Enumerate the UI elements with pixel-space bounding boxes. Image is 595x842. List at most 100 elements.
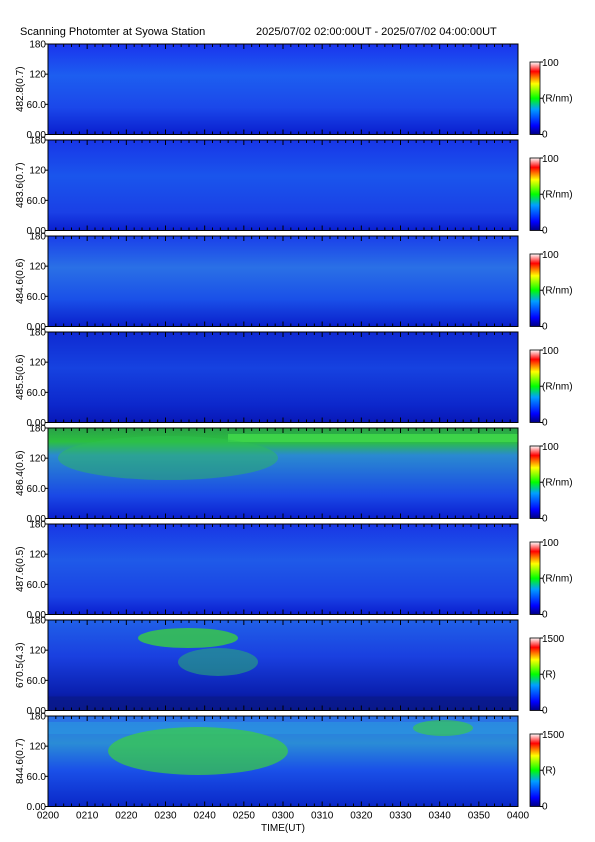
colorbar-unit-label: (R) [542,669,556,680]
x-tick-label: 0350 [468,811,491,822]
panel-8: 0.00 60.0 120 180 844.6(0.7) 1500 0 (R) [15,712,565,814]
y-tick-label: 60.0 [27,292,47,303]
y-tick-label: 120 [29,70,46,81]
y-tick-label: 180 [29,712,46,723]
y-tick-label: 60.0 [27,580,47,591]
x-tick-label: 0210 [76,811,99,822]
panel-ylabel: 485.5(0.6) [15,354,26,400]
colorbar-max-label: 1500 [542,730,565,741]
colorbar-unit-label: (R/nm) [542,477,573,488]
panel-6: 0.00 60.0 120 180 487.6(0.5) 100 0 (R/nm) [15,520,573,622]
y-tick-label: 120 [29,166,46,177]
colorbar-max-label: 100 [542,442,559,453]
x-tick-label: 0300 [272,811,295,822]
colorbar [529,541,541,615]
y-tick-label: 60.0 [27,388,47,399]
y-tick-label: 60.0 [27,676,47,687]
panels: 0.00 60.0 120 180 482.8(0.7) 100 0 (R/nm) 0.00 60… [15,40,573,822]
y-tick-label: 180 [29,424,46,435]
y-tick-label: 120 [29,262,46,273]
colorbar-unit-label: (R) [542,765,556,776]
x-tick-label: 0340 [429,811,452,822]
panel-ylabel: 844.6(0.7) [15,738,26,784]
y-tick-label: 120 [29,358,46,369]
colorbar [529,733,541,807]
y-tick-label: 0.00 [27,802,47,813]
colorbar-max-label: 1500 [542,634,565,645]
colorbar-min-label: 0 [542,322,548,333]
y-tick-label: 180 [29,136,46,147]
colorbar-min-label: 0 [542,802,548,813]
y-tick-label: 0.00 [27,514,47,525]
x-tick-label: 0320 [350,811,373,822]
y-tick-label: 0.00 [27,610,47,621]
colorbar-unit-label: (R/nm) [542,285,573,296]
y-tick-label: 180 [29,40,46,51]
panel-2: 0.00 60.0 120 180 483.6(0.7) 100 0 (R/nm) [15,136,573,238]
panel-ylabel: 484.6(0.6) [15,258,26,304]
y-tick-label: 180 [29,520,46,531]
station-title: Scanning Photomter at Syowa Station [20,26,206,38]
panel-1: 0.00 60.0 120 180 482.8(0.7) 100 0 (R/nm) [15,40,573,142]
colorbar [529,445,541,519]
x-tick-label: 0310 [311,811,334,822]
panel-ylabel: 670.5(4.3) [15,642,26,688]
x-tick-label: 0240 [194,811,217,822]
x-tick-label: 0220 [115,811,138,822]
y-tick-label: 60.0 [27,772,47,783]
panel-image-4 [48,332,518,423]
y-tick-label: 0.00 [27,226,47,237]
colorbar [529,61,541,135]
y-tick-label: 180 [29,616,46,627]
y-tick-label: 180 [29,328,46,339]
y-tick-label: 120 [29,454,46,465]
y-tick-label: 0.00 [27,322,47,333]
time-range: 2025/07/02 02:00:00UT - 2025/07/02 04:00… [256,26,497,38]
colorbar [529,253,541,327]
colorbar [529,349,541,423]
x-tick-label: 0250 [233,811,256,822]
colorbar-max-label: 100 [542,58,559,69]
y-tick-label: 120 [29,550,46,561]
y-tick-label: 60.0 [27,196,47,207]
panel-ylabel: 486.4(0.6) [15,450,26,496]
y-tick-label: 60.0 [27,100,47,111]
colorbar-max-label: 100 [542,154,559,165]
colorbar-max-label: 100 [542,250,559,261]
panel-3: 0.00 60.0 120 180 484.6(0.6) 100 0 (R/nm) [15,232,573,334]
colorbar-min-label: 0 [542,514,548,525]
panel-image-5 [48,428,518,519]
colorbar-unit-label: (R/nm) [542,573,573,584]
y-tick-label: 0.00 [27,706,47,717]
colorbar-unit-label: (R/nm) [542,381,573,392]
colorbar [529,637,541,711]
colorbar-min-label: 0 [542,610,548,621]
colorbar-min-label: 0 [542,130,548,141]
y-tick-label: 0.00 [27,418,47,429]
x-tick-label: 0230 [154,811,177,822]
colorbar [529,157,541,231]
y-tick-label: 0.00 [27,130,47,141]
panel-ylabel: 487.6(0.5) [15,546,26,592]
panel-ylabel: 482.8(0.7) [15,66,26,112]
panel-4: 0.00 60.0 120 180 485.5(0.6) 100 0 (R/nm) [15,328,573,430]
x-tick-label: 0400 [507,811,530,822]
colorbar-unit-label: (R/nm) [542,93,573,104]
panel-7: 0.00 60.0 120 180 670.5(4.3) 1500 0 (R) [15,616,565,718]
colorbar-max-label: 100 [542,346,559,357]
panel-image-6 [48,524,518,615]
y-tick-label: 180 [29,232,46,243]
x-axis-label: TIME(UT) [261,823,305,834]
x-tick-label: 0330 [389,811,412,822]
y-tick-label: 120 [29,742,46,753]
colorbar-min-label: 0 [542,418,548,429]
colorbar-max-label: 100 [542,538,559,549]
y-tick-label: 120 [29,646,46,657]
panel-image-3 [48,236,518,327]
colorbar-min-label: 0 [542,226,548,237]
colorbar-unit-label: (R/nm) [542,189,573,200]
panel-image-7 [48,620,518,711]
y-tick-label: 60.0 [27,484,47,495]
panel-image-1 [48,44,518,135]
